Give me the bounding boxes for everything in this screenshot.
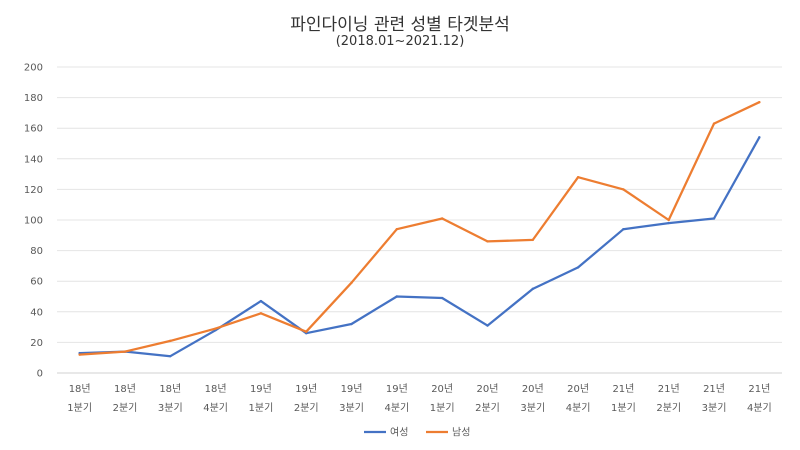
data-point	[712, 217, 716, 220]
x-tick-label-year: 19년	[386, 383, 408, 395]
x-tick-label-year: 19년	[341, 383, 363, 395]
data-point	[622, 188, 625, 191]
x-tick-label-year: 20년	[522, 383, 544, 395]
y-tick-label: 120	[24, 185, 43, 196]
y-tick-label: 160	[24, 124, 43, 135]
data-point	[712, 122, 716, 125]
x-tick-label-quarter: 3분기	[702, 402, 727, 414]
chart-subtitle: (2018.01~2021.12)	[335, 34, 465, 49]
y-tick-label: 140	[24, 154, 43, 165]
data-point	[259, 299, 263, 303]
x-tick-label-year: 19년	[250, 383, 272, 395]
data-point	[486, 324, 489, 327]
y-axis-ticks: 0 20 40 60 80 100 120 140 160 180 200	[24, 63, 43, 380]
x-tick-label-quarter: 3분기	[339, 402, 364, 414]
x-tick-label-quarter: 4분기	[203, 402, 228, 414]
data-point	[350, 281, 353, 284]
data-point	[486, 240, 489, 243]
x-axis-ticks: 18년 1분기 18년 2분기 18년 3분기 18년 4분기 19년 1분기 19년 2분기 19년 3…	[67, 383, 771, 414]
x-tick-label-quarter: 2분기	[113, 402, 138, 414]
x-tick-label-year: 19년	[295, 383, 317, 395]
y-tick-label: 200	[24, 63, 43, 74]
data-point	[576, 266, 580, 269]
x-tick-label-quarter: 4분기	[747, 402, 772, 414]
series-lines	[78, 100, 761, 358]
y-tick-label: 0	[37, 369, 43, 380]
data-point	[78, 353, 81, 356]
x-tick-label-quarter: 1분기	[67, 402, 92, 414]
data-point	[531, 287, 534, 291]
data-point	[622, 227, 625, 231]
series-line-male	[78, 101, 761, 356]
x-tick-label-year: 21년	[748, 383, 770, 395]
series-line-female	[78, 136, 761, 358]
data-point	[169, 339, 172, 343]
x-tick-label-year: 18년	[69, 383, 91, 395]
data-point	[259, 312, 263, 315]
x-tick-label-quarter: 1분기	[249, 402, 274, 414]
data-point	[440, 296, 444, 300]
data-point	[667, 218, 670, 222]
data-point	[305, 330, 308, 333]
x-tick-label-quarter: 3분기	[158, 402, 183, 414]
x-tick-label-quarter: 2분기	[656, 402, 681, 414]
data-point	[531, 238, 534, 242]
x-tick-label-year: 21년	[703, 383, 725, 395]
data-point	[667, 221, 670, 225]
y-tick-label: 100	[24, 216, 43, 227]
x-tick-label-quarter: 2분기	[294, 402, 319, 414]
y-tick-label: 80	[30, 246, 43, 257]
data-point	[395, 227, 399, 231]
data-point	[395, 295, 399, 298]
legend-label: 남성	[452, 427, 470, 439]
data-point	[576, 175, 580, 179]
data-point	[758, 100, 761, 104]
x-tick-label-quarter: 4분기	[566, 402, 591, 414]
legend: 여성 남성	[364, 427, 470, 439]
x-tick-label-quarter: 3분기	[520, 402, 545, 414]
y-tick-label: 20	[30, 338, 43, 349]
x-tick-label-year: 21년	[612, 383, 634, 395]
data-point	[758, 136, 761, 139]
x-tick-label-quarter: 1분기	[611, 402, 636, 414]
x-tick-label-year: 18년	[205, 383, 227, 395]
x-tick-label-quarter: 4분기	[384, 402, 409, 414]
x-tick-label-quarter: 1분기	[430, 402, 455, 414]
x-tick-label-quarter: 2분기	[475, 402, 500, 414]
gridlines	[57, 66, 782, 374]
data-point	[123, 350, 127, 353]
data-point	[169, 354, 172, 358]
x-tick-label-year: 21년	[658, 383, 680, 395]
x-tick-label-year: 20년	[567, 383, 589, 395]
x-tick-label-year: 18년	[114, 383, 136, 395]
data-point	[350, 322, 353, 326]
x-tick-label-year: 18년	[159, 383, 181, 395]
y-tick-label: 60	[30, 277, 43, 288]
x-tick-label-year: 20년	[477, 383, 499, 395]
x-tick-label-year: 20년	[431, 383, 453, 395]
chart-title: 파인다이닝 관련 성별 타겟분석	[290, 15, 510, 35]
data-point	[440, 217, 444, 220]
y-tick-label: 40	[30, 307, 43, 318]
y-tick-label: 180	[24, 93, 43, 104]
data-point	[214, 327, 217, 330]
legend-label: 여성	[390, 427, 408, 439]
